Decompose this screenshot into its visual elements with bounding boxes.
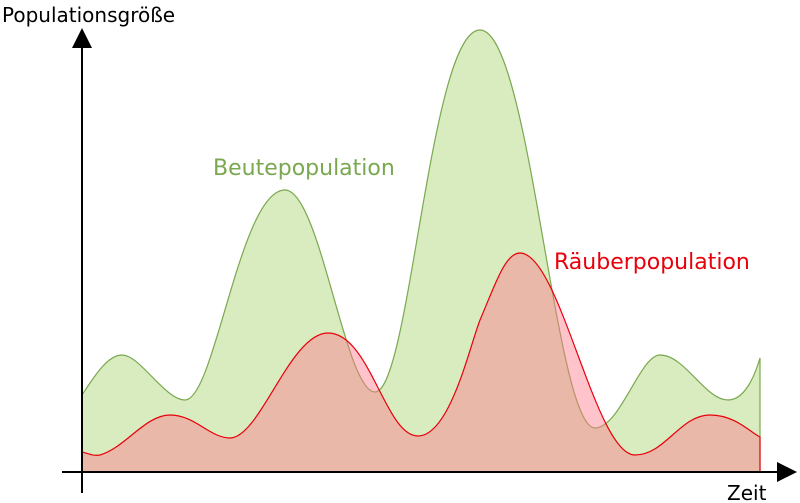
x-axis-label: Zeit — [727, 481, 767, 503]
prey-label: Beutepopulation — [213, 156, 395, 181]
y-axis-label: Populationsgröße — [2, 3, 175, 27]
predator-curve — [81, 252, 761, 473]
prey-curve — [81, 29, 761, 473]
predator-label: Räuberpopulation — [554, 250, 750, 275]
